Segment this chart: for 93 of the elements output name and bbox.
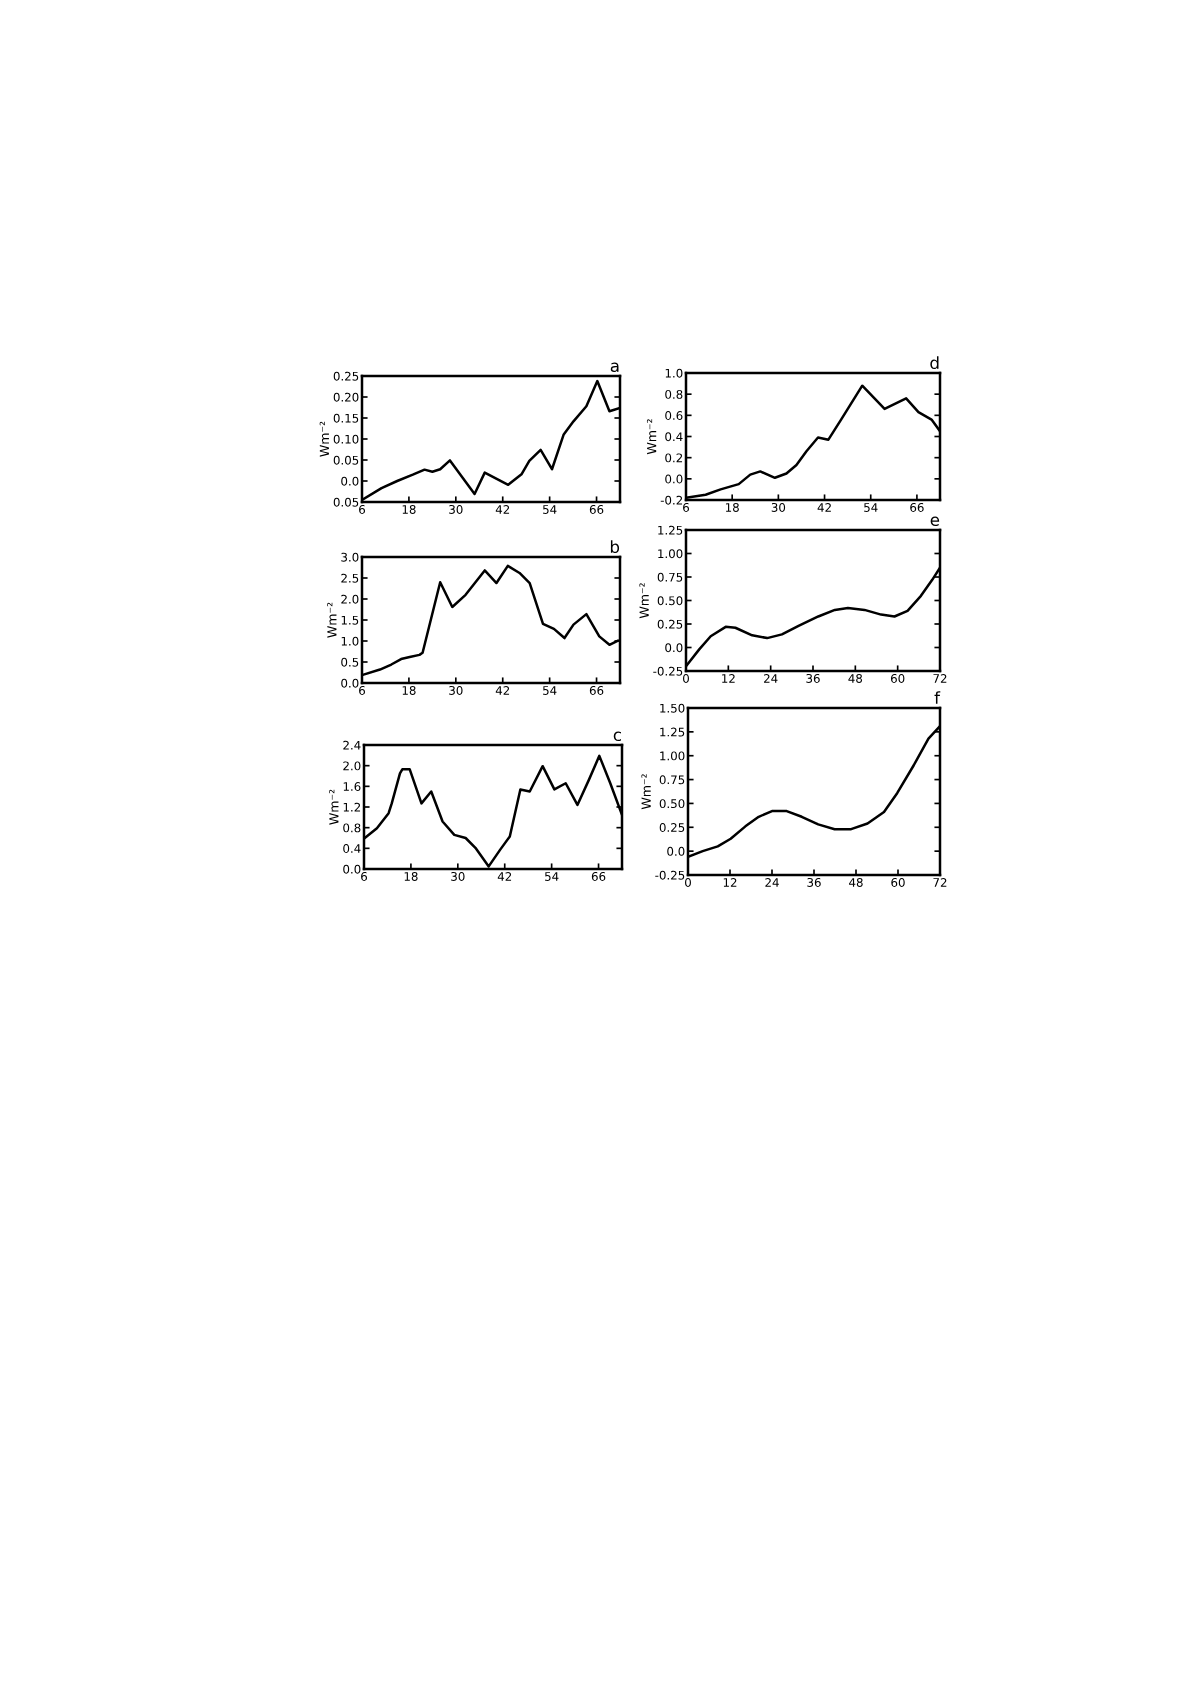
y-axis-title: Wm⁻²	[646, 419, 657, 455]
chart-title: c	[613, 731, 621, 742]
y-tick-label: 3.0	[341, 552, 359, 562]
x-tick-label: 12	[723, 877, 737, 887]
chart-title: e	[930, 516, 940, 527]
x-tick-label: 54	[864, 503, 878, 512]
y-tick-label: 1.5	[341, 615, 359, 625]
y-tick-label: 0.0	[665, 474, 683, 484]
y-tick-label: 0.0	[665, 643, 683, 653]
x-tick-label: 48	[849, 877, 863, 887]
y-tick-label: 0.0	[341, 476, 359, 486]
x-tick-label: 30	[771, 502, 786, 512]
y-tick-label: 0.50	[659, 799, 685, 809]
x-tick-label: 18	[725, 502, 739, 512]
x-tick-label: 0	[685, 877, 691, 887]
y-tick-label: 0.25	[659, 823, 685, 832]
y-tick-label: 0.0	[667, 846, 685, 856]
x-tick-label: 54	[545, 872, 559, 881]
y-tick-label: 0.0	[341, 678, 359, 688]
y-tick-label: 0.2	[665, 453, 683, 463]
x-tick-label: 18	[404, 871, 418, 881]
y-tick-label: 1.0	[341, 636, 359, 646]
y-tick-label: 0.0	[343, 864, 361, 874]
x-tick-label: 18	[402, 685, 416, 695]
y-axis-title: Wm⁻²	[327, 602, 337, 638]
x-tick-label: 72	[933, 673, 947, 683]
y-tick-label: -0.25	[655, 870, 685, 880]
y-tick-label: 2.0	[343, 761, 361, 771]
y-axis-title: Wm⁻²	[639, 583, 649, 619]
y-tick-label: 0.50	[657, 596, 683, 606]
y-tick-label: -0.25	[653, 666, 683, 676]
x-tick-label: 18	[402, 504, 416, 514]
x-tick-label: 30	[449, 685, 463, 695]
x-tick-label: 66	[589, 685, 604, 695]
y-tick-label: 0.75	[659, 775, 685, 785]
x-tick-label: 36	[807, 877, 821, 887]
y-tick-label: 0.75	[657, 572, 683, 582]
chart-title: d	[930, 356, 939, 370]
x-tick-label: 6	[359, 504, 366, 514]
x-tick-label: 0	[683, 673, 689, 683]
x-tick-label: 30	[449, 504, 463, 514]
y-tick-label: 1.25	[658, 525, 683, 535]
y-tick-label: 0.4	[343, 844, 361, 853]
y-tick-label: 1.00	[660, 751, 685, 761]
x-tick-label: 48	[848, 673, 863, 683]
y-tick-label: 1.50	[660, 703, 685, 713]
chart-title: f	[934, 691, 941, 704]
x-tick-label: 42	[495, 685, 510, 695]
y-tick-label: 0.25	[657, 619, 683, 629]
x-tick-label: 6	[359, 685, 366, 695]
x-tick-label: 24	[765, 877, 779, 887]
y-tick-label: 2.0	[341, 594, 359, 604]
x-tick-label: 42	[495, 504, 510, 514]
x-tick-label: 54	[543, 686, 557, 695]
x-tick-label: 42	[497, 871, 512, 881]
y-tick-label: 0.25	[333, 371, 359, 381]
x-tick-label: 72	[933, 877, 947, 887]
y-tick-label: 0.4	[665, 432, 683, 442]
y-axis-title: Wm⁻²	[641, 774, 651, 810]
y-tick-label: 1.25	[660, 727, 685, 737]
y-tick-label: 0.05	[333, 455, 359, 465]
x-tick-label: 12	[722, 673, 735, 683]
y-tick-label: 1.0	[665, 368, 683, 378]
y-tick-label: 0.20	[333, 392, 359, 402]
chart-title: b	[610, 540, 620, 554]
y-tick-label: 1.2	[343, 802, 361, 812]
chart-title: a	[610, 362, 619, 373]
y-tick-label: 0.8	[665, 389, 683, 399]
x-tick-label: 66	[589, 504, 604, 514]
x-tick-label: 60	[890, 673, 905, 683]
x-tick-label: 24	[764, 673, 778, 683]
x-tick-label: 54	[543, 505, 557, 514]
x-tick-label: 30	[451, 871, 465, 881]
x-tick-label: 42	[817, 502, 831, 512]
x-tick-label: 6	[683, 502, 690, 512]
x-tick-label: 60	[891, 877, 905, 887]
y-axis-title: Wm⁻²	[319, 421, 329, 457]
y-tick-label: 0.6	[665, 411, 683, 420]
x-tick-label: 66	[591, 871, 606, 881]
y-tick-label: 0.10	[333, 434, 359, 444]
y-tick-label: 2.5	[341, 573, 359, 583]
x-tick-label: 36	[806, 673, 820, 683]
y-tick-label: 1.6	[343, 782, 361, 791]
x-tick-label: 66	[910, 502, 924, 512]
y-tick-label: 2.4	[343, 740, 361, 750]
y-tick-label: 0.5	[341, 657, 359, 667]
y-tick-label: 0.15	[333, 413, 359, 423]
y-tick-label: 1.00	[658, 549, 683, 559]
y-tick-label: 0.8	[343, 823, 361, 833]
y-tick-label: 0.05	[333, 497, 359, 507]
y-axis-title: Wm⁻²	[329, 789, 339, 825]
x-tick-label: 6	[361, 871, 368, 881]
y-tick-label: -0.2	[660, 495, 683, 505]
